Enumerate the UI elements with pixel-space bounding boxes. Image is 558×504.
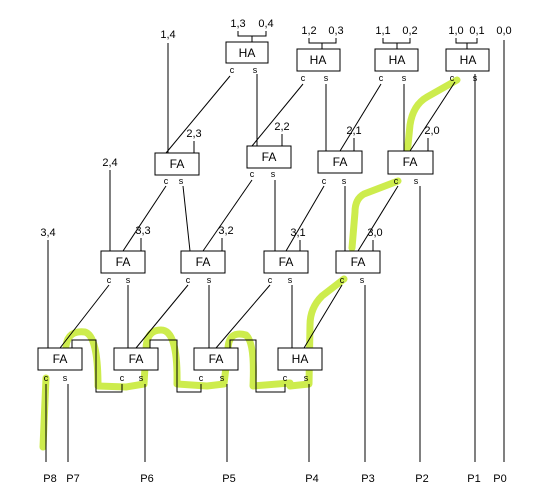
svg-text:s: s [402, 73, 407, 83]
svg-text:s: s [139, 373, 144, 383]
svg-text:c: c [340, 275, 345, 285]
svg-text:c: c [164, 176, 169, 186]
svg-text:P2: P2 [415, 473, 428, 485]
gate-ha-r1-3: HA c s [374, 48, 419, 83]
svg-text:FA: FA [170, 157, 185, 171]
svg-text:3,2: 3,2 [218, 225, 233, 237]
svg-text:s: s [304, 373, 309, 383]
svg-text:1,0: 1,0 [448, 25, 463, 37]
svg-text:FA: FA [279, 255, 294, 269]
gate-fa-r2-4: FA c s [387, 150, 434, 186]
svg-text:s: s [414, 176, 419, 186]
svg-text:P8: P8 [43, 473, 56, 485]
svg-text:HA: HA [310, 53, 327, 67]
svg-text:s: s [220, 373, 225, 383]
svg-text:FA: FA [196, 255, 211, 269]
svg-text:c: c [107, 275, 112, 285]
svg-text:P0: P0 [493, 473, 506, 485]
input-labels: 1,3 0,4 1,2 0,3 1,1 0,2 1,0 0,1 0,0 1,4 … [40, 18, 511, 239]
svg-text:0,0: 0,0 [496, 25, 511, 37]
svg-text:0,1: 0,1 [469, 25, 484, 37]
gate-ha-r4-4: HA c s [277, 347, 323, 383]
gate-ha-r1-2: HA c s [296, 48, 341, 83]
wires [45, 31, 505, 462]
svg-text:c: c [199, 373, 204, 383]
svg-text:FA: FA [403, 155, 418, 169]
gate-fa-r3-3: FA c s [263, 250, 309, 285]
svg-text:s: s [324, 73, 329, 83]
svg-text:0,3: 0,3 [328, 25, 343, 37]
svg-text:c: c [230, 65, 235, 75]
svg-text:FA: FA [209, 352, 224, 366]
svg-text:FA: FA [333, 155, 348, 169]
svg-text:1,2: 1,2 [301, 25, 316, 37]
svg-text:2,1: 2,1 [346, 125, 361, 137]
svg-text:1,1: 1,1 [375, 25, 390, 37]
svg-text:P7: P7 [66, 473, 79, 485]
svg-text:c: c [301, 73, 306, 83]
svg-text:3,1: 3,1 [290, 227, 305, 239]
svg-text:c: c [186, 275, 191, 285]
gate-fa-r3-4: FA c s [335, 250, 381, 285]
svg-text:HA: HA [389, 53, 406, 67]
svg-text:s: s [288, 275, 293, 285]
svg-text:3,3: 3,3 [135, 225, 150, 237]
gate-fa-r2-2: FA c s [246, 145, 292, 179]
svg-text:0,2: 0,2 [402, 25, 417, 37]
svg-text:HA: HA [292, 352, 309, 366]
svg-text:FA: FA [53, 352, 68, 366]
svg-text:P5: P5 [222, 473, 235, 485]
svg-text:FA: FA [116, 255, 131, 269]
svg-text:2,0: 2,0 [424, 125, 439, 137]
svg-text:FA: FA [262, 150, 277, 164]
gate-fa-r2-3: FA c s [317, 150, 363, 186]
svg-text:c: c [44, 373, 49, 383]
svg-text:s: s [342, 176, 347, 186]
svg-text:0,4: 0,4 [258, 18, 273, 30]
svg-text:c: c [283, 373, 288, 383]
svg-text:3,4: 3,4 [40, 227, 55, 239]
svg-text:s: s [207, 275, 212, 285]
svg-text:HA: HA [239, 46, 256, 60]
svg-text:c: c [120, 373, 125, 383]
svg-text:2,2: 2,2 [274, 121, 289, 133]
gate-fa-r4-2: FA c s [113, 347, 159, 383]
gate-fa-r2-1: FA c s [154, 152, 200, 186]
svg-text:P6: P6 [140, 473, 153, 485]
svg-text:2,3: 2,3 [186, 128, 201, 140]
svg-text:P3: P3 [361, 473, 374, 485]
svg-text:P1: P1 [467, 473, 480, 485]
svg-text:2,4: 2,4 [102, 157, 117, 169]
svg-text:1,3: 1,3 [230, 18, 245, 30]
gate-fa-r3-2: FA c s [180, 250, 226, 285]
gate-fa-r4-1: FA c s [37, 347, 83, 383]
gate-ha-r1-4: HA c s [445, 48, 490, 83]
svg-text:c: c [268, 275, 273, 285]
gate-fa-r4-3: FA c s [193, 347, 239, 383]
svg-text:s: s [360, 275, 365, 285]
svg-text:c: c [322, 176, 327, 186]
svg-text:FA: FA [129, 352, 144, 366]
svg-text:1,4: 1,4 [160, 29, 175, 41]
svg-text:s: s [63, 373, 68, 383]
svg-text:HA: HA [460, 53, 477, 67]
output-labels: P8 P7 P6 P5 P4 P3 P2 P1 P0 [43, 473, 506, 485]
svg-text:c: c [450, 73, 455, 83]
svg-text:s: s [253, 65, 258, 75]
svg-text:s: s [179, 176, 184, 186]
svg-text:FA: FA [351, 255, 366, 269]
svg-text:s: s [271, 169, 276, 179]
svg-text:c: c [394, 176, 399, 186]
svg-text:P4: P4 [305, 473, 318, 485]
svg-text:s: s [126, 275, 131, 285]
gate-ha-r1-1: HA c s [225, 41, 269, 75]
svg-text:c: c [250, 169, 255, 179]
gate-fa-r3-1: FA c s [100, 250, 146, 285]
critical-path-highlight [39, 76, 461, 451]
svg-text:c: c [379, 73, 384, 83]
